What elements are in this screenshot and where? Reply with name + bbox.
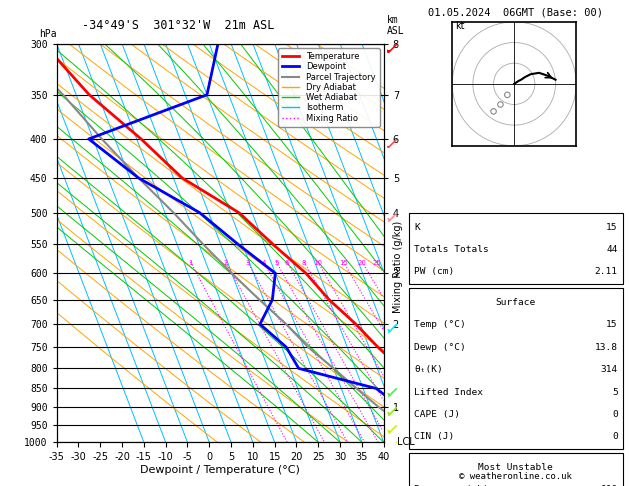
Text: Most Unstable: Most Unstable [479, 463, 553, 472]
Text: 15: 15 [606, 223, 618, 232]
Text: 25: 25 [373, 260, 381, 266]
Text: 5: 5 [274, 260, 279, 266]
Text: 0: 0 [612, 410, 618, 419]
Text: kt: kt [455, 21, 464, 31]
Text: 01.05.2024  06GMT (Base: 00): 01.05.2024 06GMT (Base: 00) [428, 7, 603, 17]
Text: Lifted Index: Lifted Index [414, 387, 483, 397]
Text: 2: 2 [224, 260, 228, 266]
Text: km
ASL: km ASL [387, 15, 404, 36]
Text: CIN (J): CIN (J) [414, 432, 454, 441]
Text: -34°49'S  301°32'W  21m ASL: -34°49'S 301°32'W 21m ASL [82, 18, 274, 32]
Text: 900: 900 [601, 485, 618, 486]
Text: 0: 0 [612, 432, 618, 441]
Text: 20: 20 [358, 260, 367, 266]
Text: CAPE (J): CAPE (J) [414, 410, 460, 419]
Text: Temp (°C): Temp (°C) [414, 320, 465, 330]
Text: 8: 8 [302, 260, 306, 266]
Text: Pressure (mb): Pressure (mb) [414, 485, 489, 486]
Text: 6: 6 [285, 260, 289, 266]
Text: 13.8: 13.8 [594, 343, 618, 352]
Text: LCL: LCL [397, 437, 415, 447]
Text: 15: 15 [339, 260, 348, 266]
Text: © weatheronline.co.uk: © weatheronline.co.uk [459, 472, 572, 481]
Text: Totals Totals: Totals Totals [414, 245, 489, 254]
Text: 1: 1 [188, 260, 193, 266]
Text: Dewp (°C): Dewp (°C) [414, 343, 465, 352]
Text: PW (cm): PW (cm) [414, 267, 454, 277]
Text: 15: 15 [606, 320, 618, 330]
Text: 314: 314 [601, 365, 618, 374]
Legend: Temperature, Dewpoint, Parcel Trajectory, Dry Adiabat, Wet Adiabat, Isotherm, Mi: Temperature, Dewpoint, Parcel Trajectory… [278, 48, 379, 127]
Text: hPa: hPa [39, 29, 57, 39]
Text: 5: 5 [612, 387, 618, 397]
Text: K: K [414, 223, 420, 232]
Text: Mixing Ratio (g/kg): Mixing Ratio (g/kg) [393, 221, 403, 313]
Text: Surface: Surface [496, 298, 536, 307]
Text: 44: 44 [606, 245, 618, 254]
Text: 3: 3 [245, 260, 250, 266]
X-axis label: Dewpoint / Temperature (°C): Dewpoint / Temperature (°C) [140, 465, 300, 475]
Text: 4: 4 [262, 260, 266, 266]
Text: 2.11: 2.11 [594, 267, 618, 277]
Text: θₜ(K): θₜ(K) [414, 365, 443, 374]
Text: 10: 10 [313, 260, 322, 266]
